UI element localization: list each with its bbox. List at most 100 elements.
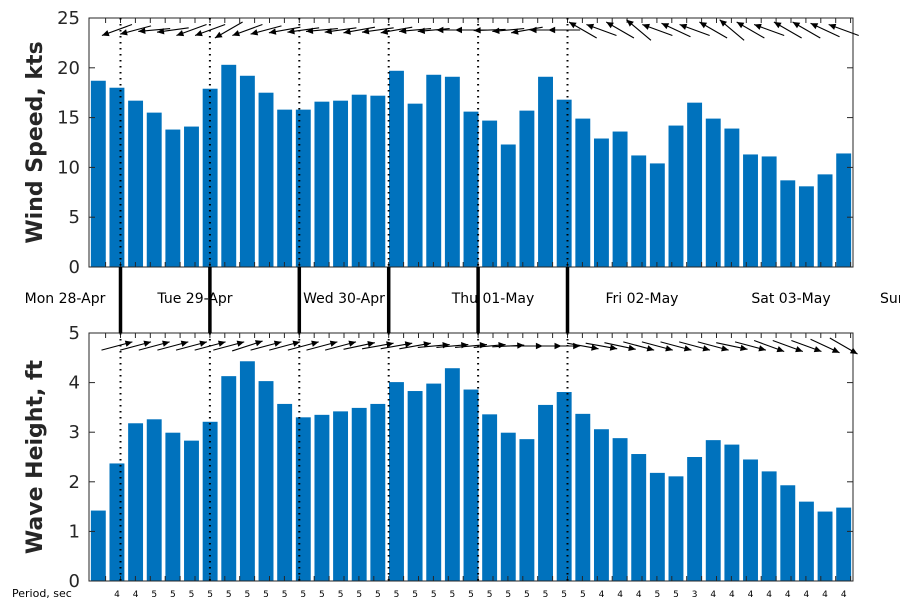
- wave-arrow-head: [180, 340, 189, 347]
- wave-arrow-head: [254, 340, 263, 347]
- wave-bar: [90, 510, 106, 581]
- day-label: Wed 30-Apr: [303, 291, 385, 307]
- wind-direction-arrow: [232, 24, 263, 37]
- wave-arrow-head: [311, 340, 319, 347]
- wind-bar: [817, 174, 833, 267]
- wave-arrow-head: [813, 346, 822, 353]
- wave-direction-arrow: [399, 341, 431, 350]
- wind-bar: [165, 129, 181, 267]
- day-label: Sun 04-May: [880, 291, 900, 307]
- wave-bar: [258, 381, 274, 581]
- wave-bar: [128, 423, 144, 581]
- period-value: 4: [822, 590, 828, 600]
- wind-ytick-label: 20: [57, 58, 80, 79]
- period-value: 5: [375, 590, 381, 600]
- wave-arrow-head: [423, 341, 431, 348]
- wind-direction-arrow: [661, 22, 691, 38]
- wind-bar: [556, 99, 572, 267]
- wave-arrow-head: [367, 340, 375, 348]
- wind-direction-arrow: [194, 24, 226, 37]
- wind-bar: [221, 64, 237, 267]
- period-value: 5: [189, 590, 195, 600]
- wind-bar: [687, 102, 703, 267]
- wave-bar: [500, 432, 516, 581]
- wind-bar: [426, 74, 442, 267]
- wave-bar: [631, 454, 647, 581]
- wind-ytick-label: 5: [69, 207, 80, 228]
- wave-arrow-head: [776, 346, 785, 353]
- wind-bar: [333, 100, 349, 267]
- day-label: Sat 03-May: [751, 291, 830, 307]
- period-value: 5: [300, 590, 306, 600]
- wind-arrow-head: [305, 27, 314, 34]
- wind-arrow-head: [773, 22, 782, 29]
- wind-bar: [538, 76, 553, 267]
- wind-bar: [612, 131, 628, 267]
- wind-arrow-head: [473, 27, 481, 34]
- period-value: 5: [151, 590, 157, 600]
- wind-arrow-head: [642, 23, 650, 30]
- wind-direction-arrow: [511, 26, 543, 35]
- wind-direction-arrow: [568, 21, 597, 39]
- wave-direction-arrow: [213, 340, 245, 351]
- period-value: 5: [449, 590, 455, 600]
- wave-bar: [687, 457, 703, 581]
- wave-direction-arrow: [679, 341, 711, 352]
- wind-direction-arrow: [699, 21, 728, 39]
- wave-direction-arrow: [660, 341, 692, 352]
- wind-bar: [202, 88, 218, 267]
- wave-direction-arrow: [250, 340, 282, 351]
- wave-arrow-head: [236, 340, 245, 347]
- wave-direction-arrow: [119, 340, 152, 351]
- wave-direction-arrow: [194, 340, 226, 351]
- day-label: Tue 29-Apr: [156, 291, 232, 307]
- wind-direction-arrow: [361, 27, 394, 35]
- wave-arrow-head: [124, 340, 133, 347]
- wind-arrow-head: [719, 19, 728, 27]
- wave-direction-arrow: [361, 341, 394, 350]
- wind-direction-arrow: [548, 26, 581, 34]
- wind-direction-arrow: [305, 27, 338, 34]
- wave-direction-arrow: [585, 342, 618, 351]
- period-value: 4: [729, 590, 735, 600]
- period-value: 5: [319, 590, 325, 600]
- wave-arrow-head: [329, 340, 338, 347]
- period-label: Period, sec: [12, 587, 72, 600]
- wave-bar: [761, 471, 777, 581]
- wave-arrow-head: [721, 345, 729, 352]
- wind-arrow-head: [661, 23, 670, 30]
- wave-bar: [593, 429, 609, 581]
- wave-y-axis-label: Wave Height, ft: [23, 359, 48, 554]
- wind-panel: 0 5 10 15 20 25 Wind Speed, kts: [23, 8, 859, 278]
- period-value: 4: [636, 590, 642, 600]
- wave-arrow-head: [795, 346, 803, 353]
- wind-direction-arrow: [268, 26, 301, 35]
- wind-arrow-head: [699, 22, 708, 29]
- wind-y-axis-label: Wind Speed, kts: [23, 41, 48, 243]
- wave-ytick-label: 1: [69, 521, 80, 542]
- wave-panel: 0 1 2 3 4 5 Wave Height, ft: [23, 323, 858, 592]
- period-value: 5: [282, 590, 288, 600]
- wind-bar: [500, 144, 516, 267]
- wind-direction-arrow: [473, 27, 506, 34]
- wind-bar: [724, 128, 740, 267]
- wave-arrow-head: [646, 345, 655, 352]
- wind-bar: [258, 92, 274, 267]
- wave-bar: [705, 440, 721, 581]
- wind-direction-arrow: [214, 21, 243, 39]
- period-value: 5: [580, 590, 586, 600]
- wave-direction-arrow: [641, 341, 673, 352]
- period-value: 5: [654, 590, 660, 600]
- wind-arrow-head: [343, 28, 351, 35]
- wind-arrow-head: [754, 23, 762, 30]
- wind-direction-arrow: [626, 19, 652, 41]
- wave-arrow-head: [273, 340, 282, 347]
- wind-direction-arrow: [792, 21, 821, 39]
- wave-bar: [612, 438, 628, 581]
- wave-ytick-label: 4: [69, 373, 80, 394]
- wind-direction-arrow: [828, 23, 859, 36]
- day-label: Mon 28-Apr: [25, 291, 106, 307]
- wind-arrow-head: [626, 19, 634, 27]
- wave-bar: [724, 444, 740, 581]
- wind-direction-arrow: [773, 21, 802, 39]
